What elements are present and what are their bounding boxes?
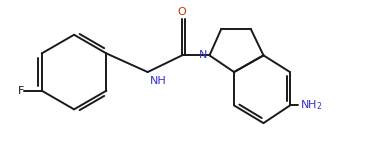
Text: O: O: [178, 7, 186, 17]
Text: N: N: [199, 50, 208, 60]
Text: NH: NH: [150, 76, 166, 86]
Text: NH$_2$: NH$_2$: [300, 99, 322, 112]
Text: F: F: [18, 86, 24, 96]
